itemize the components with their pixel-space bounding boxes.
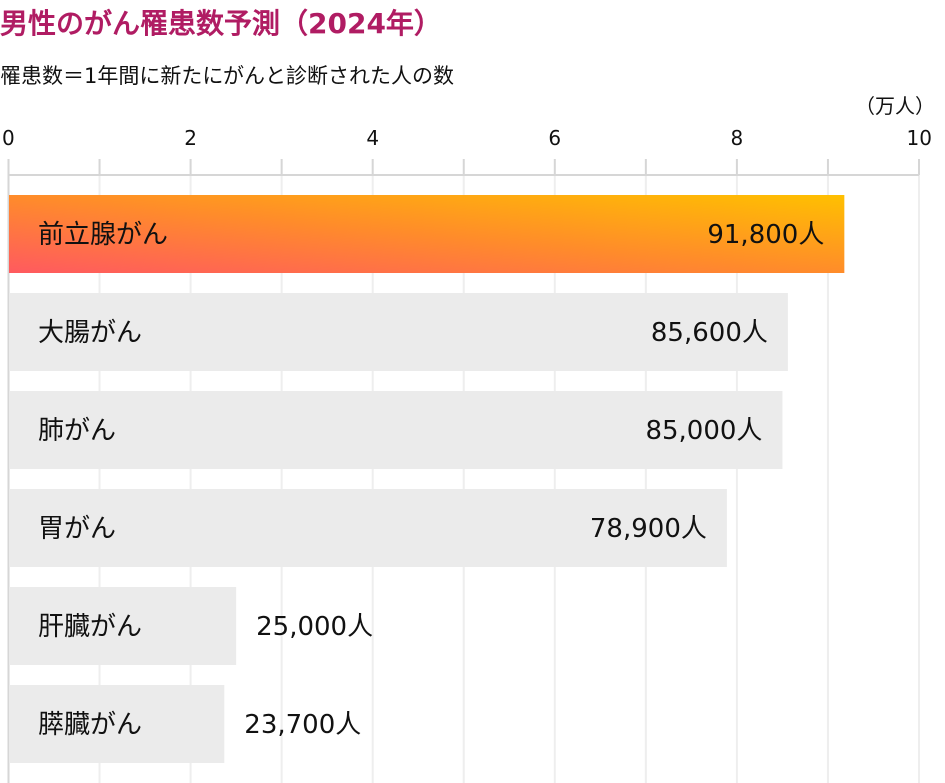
data-label: 85,000人	[645, 416, 762, 446]
bar	[9, 489, 727, 567]
bar	[9, 587, 237, 665]
x-tick-label: 8	[731, 126, 744, 150]
x-tick-label: 4	[366, 126, 379, 150]
category-label: 膵臓がん	[38, 710, 142, 740]
bar	[9, 391, 783, 469]
data-label: 78,900人	[590, 514, 707, 544]
unit-label: （万人）	[855, 94, 935, 118]
data-label: 91,800人	[707, 220, 824, 250]
data-label: 85,600人	[651, 318, 768, 348]
category-label: 肝臓がん	[38, 612, 142, 642]
x-tick-label: 0	[2, 126, 15, 150]
x-tick-label: 10	[907, 126, 932, 150]
data-label: 25,000人	[256, 612, 373, 642]
bar	[9, 685, 225, 763]
chart-title: 男性のがん罹患数予測（2024年）	[0, 7, 442, 40]
chart-subtitle: 罹患数＝1年間に新たにがんと診断された人の数	[0, 64, 454, 88]
x-tick-label: 2	[184, 126, 197, 150]
x-tick-label: 6	[548, 126, 561, 150]
data-label: 23,700人	[244, 710, 361, 740]
bar	[9, 195, 845, 273]
bar	[9, 293, 788, 371]
category-label: 大腸がん	[38, 318, 142, 348]
category-label: 前立腺がん	[38, 220, 168, 250]
category-label: 胃がん	[38, 514, 116, 544]
category-label: 肺がん	[38, 416, 116, 446]
